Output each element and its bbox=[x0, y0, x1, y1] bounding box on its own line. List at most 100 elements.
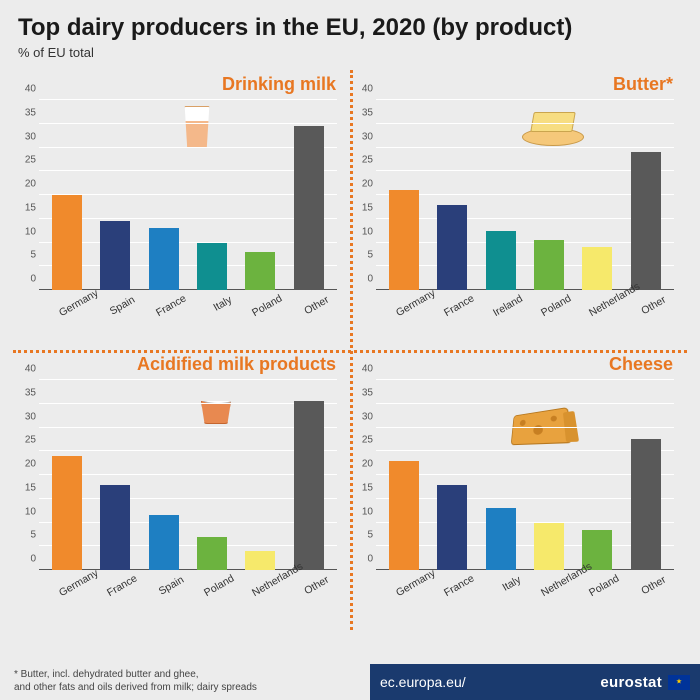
bar bbox=[631, 439, 661, 570]
y-tick-label: 10 bbox=[25, 226, 39, 237]
bar bbox=[100, 221, 130, 290]
y-tick-label: 20 bbox=[25, 179, 39, 190]
bar bbox=[582, 247, 612, 290]
x-tick-label: Poland bbox=[201, 572, 234, 599]
x-tick-label: Netherlands bbox=[538, 572, 571, 599]
bar bbox=[389, 461, 419, 570]
y-tick-label: 40 bbox=[25, 364, 39, 375]
bar bbox=[534, 240, 564, 290]
y-tick-label: 0 bbox=[30, 274, 39, 285]
bar bbox=[389, 190, 419, 290]
x-tick-label: Poland bbox=[538, 292, 571, 319]
x-tick-label: Italy bbox=[201, 292, 234, 319]
x-tick-label: Other bbox=[298, 292, 331, 319]
x-tick-label: Germany bbox=[56, 572, 89, 599]
y-tick-label: 25 bbox=[362, 435, 376, 446]
x-tick-label: Other bbox=[298, 572, 331, 599]
x-tick-label: France bbox=[105, 572, 138, 599]
y-tick-label: 35 bbox=[25, 387, 39, 398]
y-tick-label: 5 bbox=[30, 250, 39, 261]
bar bbox=[437, 485, 467, 571]
x-tick-label: Netherlands bbox=[586, 292, 619, 319]
y-tick-label: 0 bbox=[367, 274, 376, 285]
y-tick-label: 30 bbox=[25, 131, 39, 142]
y-tick-label: 25 bbox=[362, 155, 376, 166]
bars-container bbox=[376, 380, 674, 570]
x-tick-label: Poland bbox=[249, 292, 282, 319]
bar bbox=[52, 456, 82, 570]
eu-flag-icon bbox=[668, 675, 690, 690]
x-axis-labels: GermanyFranceIrelandPolandNetherlandsOth… bbox=[376, 292, 674, 306]
bar-chart: 0510152025303540 bbox=[376, 380, 674, 570]
y-tick-label: 30 bbox=[362, 411, 376, 422]
x-axis-labels: GermanySpainFranceItalyPolandOther bbox=[39, 292, 337, 306]
x-tick-label: Spain bbox=[105, 292, 138, 319]
source-bar: ec.europa.eu/eurostat bbox=[370, 664, 700, 700]
x-tick-label: France bbox=[442, 292, 475, 319]
bar bbox=[245, 551, 275, 570]
y-tick-label: 40 bbox=[362, 84, 376, 95]
x-axis-labels: GermanyFranceSpainPolandNetherlandsOther bbox=[39, 572, 337, 586]
footnote: * Butter, incl. dehydrated butter and gh… bbox=[14, 669, 257, 694]
x-axis-labels: GermanyFranceItalyNetherlandsPolandOther bbox=[376, 572, 674, 586]
bar-chart: 0510152025303540 bbox=[39, 380, 337, 570]
y-tick-label: 10 bbox=[362, 226, 376, 237]
bars-container bbox=[39, 380, 337, 570]
x-tick-label: Ireland bbox=[490, 292, 523, 319]
bar bbox=[631, 152, 661, 290]
footer: * Butter, incl. dehydrated butter and gh… bbox=[0, 654, 700, 700]
x-tick-label: Poland bbox=[586, 572, 619, 599]
bar bbox=[486, 231, 516, 290]
y-tick-label: 30 bbox=[25, 411, 39, 422]
page-subtitle: % of EU total bbox=[18, 45, 682, 60]
bars-container bbox=[376, 100, 674, 290]
bar bbox=[197, 537, 227, 570]
source-brand: eurostat bbox=[600, 674, 662, 691]
x-tick-label: Spain bbox=[153, 572, 186, 599]
panel-acidified: Acidified milk products 0510152025303540… bbox=[13, 350, 350, 630]
y-tick-label: 20 bbox=[25, 459, 39, 470]
y-tick-label: 35 bbox=[362, 107, 376, 118]
x-tick-label: Other bbox=[635, 572, 668, 599]
bar bbox=[100, 485, 130, 571]
panel-title: Drinking milk bbox=[222, 74, 336, 95]
y-tick-label: 40 bbox=[362, 364, 376, 375]
bar bbox=[294, 401, 324, 570]
divider-vertical bbox=[350, 70, 353, 630]
panel-butter: Butter* 0510152025303540 GermanyFranceIr… bbox=[350, 70, 687, 350]
x-tick-label: Germany bbox=[393, 292, 426, 319]
x-tick-label: Germany bbox=[56, 292, 89, 319]
panel-cheese: Cheese 0510152025303540 GermanyFranceIta… bbox=[350, 350, 687, 630]
chart-grid: Drinking milk 0510152025303540 GermanySp… bbox=[13, 70, 687, 630]
y-tick-label: 40 bbox=[25, 84, 39, 95]
y-tick-label: 20 bbox=[362, 179, 376, 190]
y-tick-label: 0 bbox=[30, 554, 39, 565]
footnote-line1: * Butter, incl. dehydrated butter and gh… bbox=[14, 669, 199, 680]
bar bbox=[437, 205, 467, 291]
bar bbox=[52, 195, 82, 290]
bar bbox=[149, 515, 179, 570]
y-tick-label: 15 bbox=[25, 202, 39, 213]
x-tick-label: Italy bbox=[490, 572, 523, 599]
footnote-line2: and other fats and oils derived from mil… bbox=[14, 682, 257, 693]
x-tick-label: Netherlands bbox=[249, 572, 282, 599]
panel-title: Butter* bbox=[613, 74, 673, 95]
bar-chart: 0510152025303540 bbox=[39, 100, 337, 290]
panel-title: Cheese bbox=[609, 354, 673, 375]
bar-chart: 0510152025303540 bbox=[376, 100, 674, 290]
y-tick-label: 30 bbox=[362, 131, 376, 142]
x-tick-label: France bbox=[442, 572, 475, 599]
bar bbox=[245, 252, 275, 290]
y-tick-label: 15 bbox=[362, 482, 376, 493]
y-tick-label: 20 bbox=[362, 459, 376, 470]
bar bbox=[294, 126, 324, 290]
source-url: ec.europa.eu/ bbox=[380, 674, 466, 690]
bars-container bbox=[39, 100, 337, 290]
x-tick-label: France bbox=[153, 292, 186, 319]
y-tick-label: 5 bbox=[367, 250, 376, 261]
x-tick-label: Other bbox=[635, 292, 668, 319]
bar bbox=[486, 508, 516, 570]
x-tick-label: Germany bbox=[393, 572, 426, 599]
y-tick-label: 25 bbox=[25, 435, 39, 446]
y-tick-label: 5 bbox=[30, 530, 39, 541]
